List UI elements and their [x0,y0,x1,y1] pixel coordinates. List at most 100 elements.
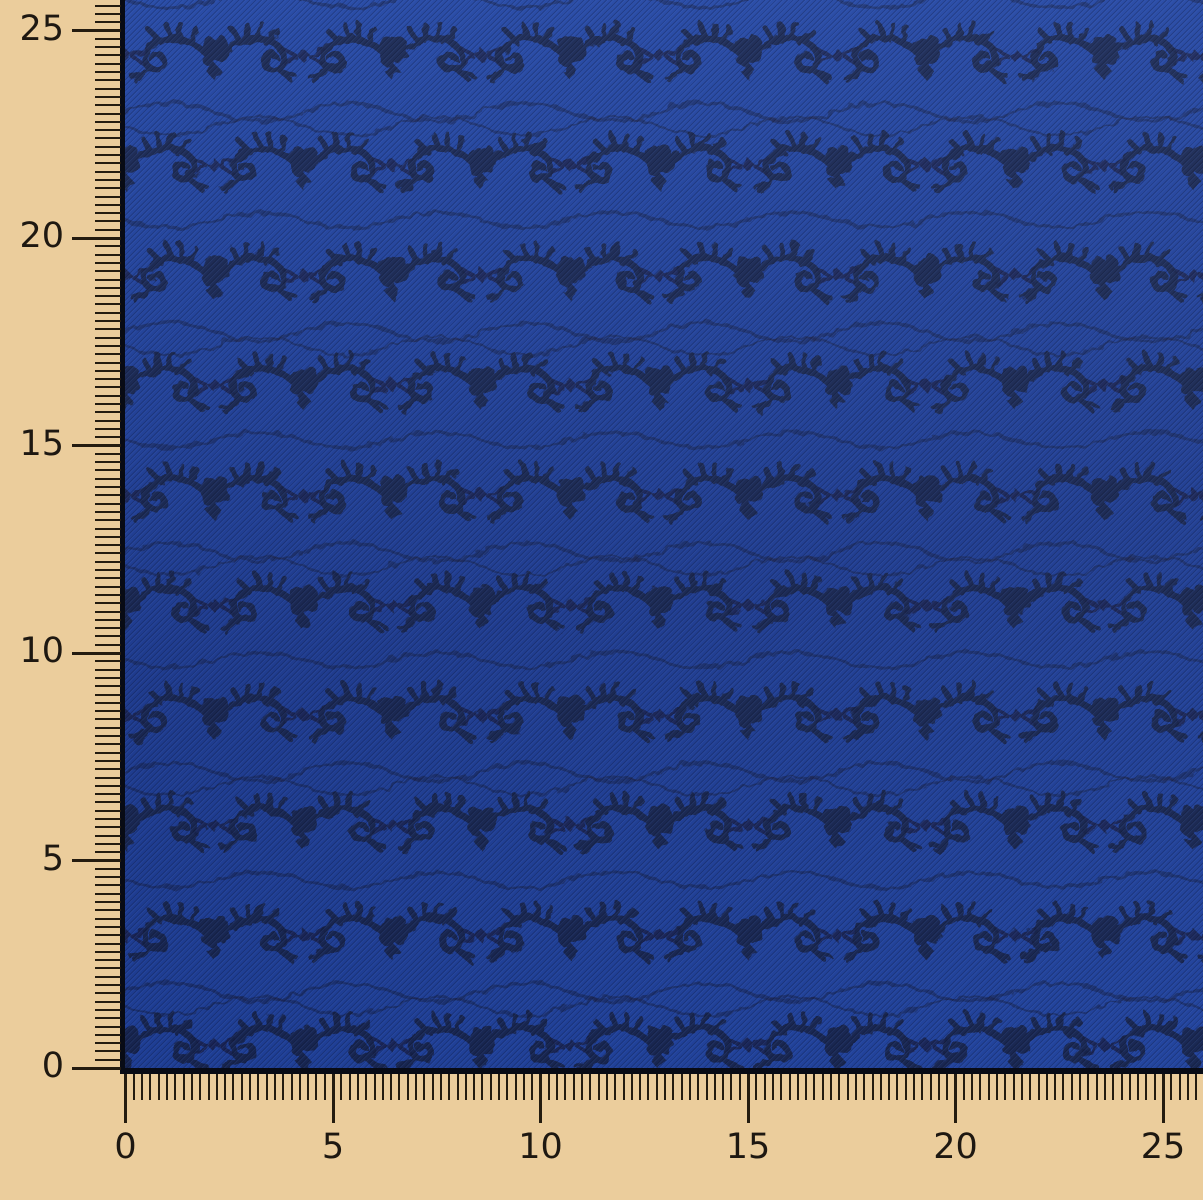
tick-mark [1054,1074,1057,1100]
tick-mark [506,1074,509,1100]
tick-mark [755,1074,758,1100]
tick-mark [95,635,121,638]
tick-mark [95,818,121,820]
tick-mark [746,1074,750,1123]
tick-mark [95,419,121,422]
tick-mark [937,1074,940,1100]
tick-mark [95,195,121,198]
tick-mark [95,535,121,538]
tick-mark [95,826,121,829]
tick-mark [95,353,121,356]
tick-mark [688,1074,691,1100]
tick-mark [95,1017,121,1020]
tick-mark [95,203,121,206]
tick-mark [199,1074,202,1100]
tick-mark [72,236,121,240]
tick-mark [1070,1074,1073,1100]
tick-mark [72,29,121,32]
tick-mark [323,1074,326,1100]
tick-mark [95,743,121,746]
tick-mark [95,1042,121,1045]
tick-mark [95,170,121,173]
tick-mark [95,884,121,887]
tick-mark [72,444,121,447]
tick-mark [1137,1074,1140,1100]
tick-mark [95,95,121,98]
tick-mark [95,261,121,264]
tick-mark [539,1074,542,1123]
tick-mark [481,1074,484,1100]
tick-mark [95,701,121,704]
tick-mark [979,1074,982,1100]
tick-mark [630,1074,633,1100]
tick-mark [95,577,121,580]
tick-mark [95,178,121,181]
tick-mark [95,643,121,646]
tick-mark [95,759,121,762]
tick-mark [547,1074,550,1100]
tick-mark [72,859,121,862]
tick-mark [780,1074,783,1100]
tick-mark [273,1074,276,1100]
tick-mark [95,220,121,223]
tick-mark [589,1074,592,1100]
tick-mark [95,627,121,630]
tick-mark [190,1074,193,1100]
tick-mark [166,1074,168,1100]
tick-mark [1079,1074,1081,1100]
tick-mark [95,1000,121,1003]
tick-mark [95,685,121,688]
tick-mark [95,959,121,962]
tick-mark [95,145,121,148]
tick-mark [95,809,121,812]
tick-mark [95,104,121,107]
tick-mark [987,1074,990,1100]
tick-mark [95,776,121,779]
tick-mark [473,1074,476,1100]
tick-mark [581,1074,583,1100]
ruler-label: 10 [19,631,64,671]
tick-mark [1161,1074,1165,1123]
tick-mark [813,1074,816,1100]
tick-mark [95,469,121,472]
tick-mark [95,320,121,322]
tick-mark [95,942,121,945]
tick-mark [971,1074,974,1100]
tick-mark [572,1074,575,1100]
tick-mark [1037,1074,1040,1100]
tick-mark [207,1074,210,1100]
tick-mark [95,726,121,729]
tick-mark [95,892,121,895]
tick-mark [224,1074,227,1100]
jacquard-pattern [125,0,1203,1068]
ruler-label: 0 [114,1127,137,1167]
tick-mark [348,1074,351,1100]
tick-mark [95,71,121,73]
tick-mark [72,1066,121,1070]
tick-mark [713,1074,716,1100]
tick-mark [1045,1074,1048,1100]
tick-mark [514,1074,517,1100]
tick-mark [531,1074,534,1100]
tick-mark [95,411,121,414]
tick-mark [95,544,121,547]
tick-mark [1095,1074,1098,1100]
tick-mark [1145,1074,1148,1100]
tick-mark [95,793,121,796]
tick-mark [788,1074,791,1100]
tick-mark [95,245,121,248]
tick-mark [95,361,121,364]
tick-mark [95,676,121,679]
tick-mark [174,1074,177,1100]
tick-mark [921,1074,924,1100]
tick-mark [265,1074,268,1100]
tick-mark [655,1074,658,1100]
tick-mark [373,1074,376,1100]
tick-mark [356,1074,359,1100]
tick-mark [796,1074,799,1100]
tick-mark [95,162,121,165]
tick-mark [1128,1074,1131,1100]
tick-mark [854,1074,857,1100]
tick-mark [597,1074,600,1100]
tick-mark [95,46,121,49]
